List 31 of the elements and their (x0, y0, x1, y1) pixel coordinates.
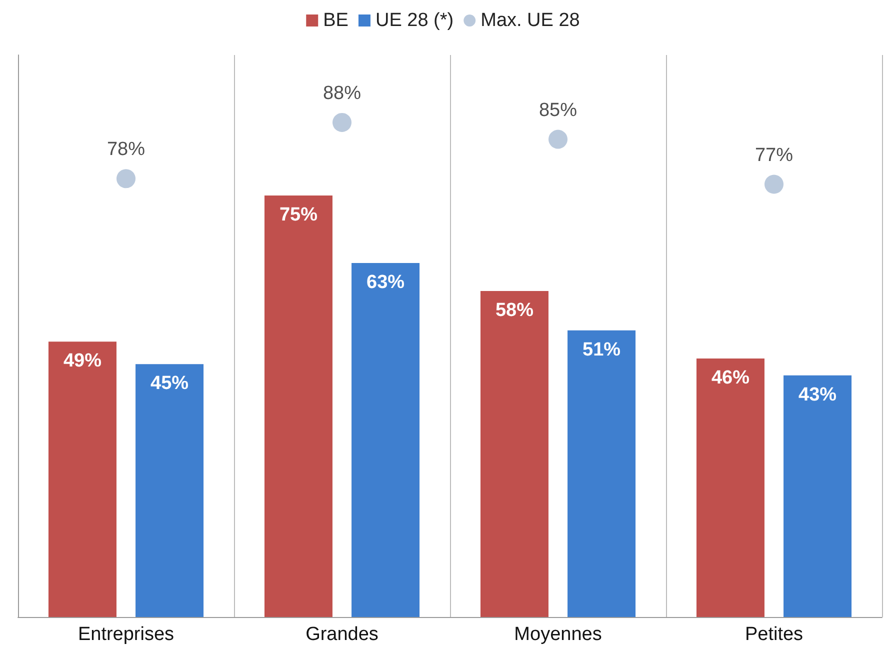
x-tick-label: Entreprises (78, 624, 174, 645)
bar (264, 196, 332, 617)
bar (696, 358, 764, 617)
data-label: 88% (322, 82, 362, 104)
data-label: 75% (279, 204, 318, 226)
legend-label: Max. UE 28 (480, 10, 580, 31)
data-label: 49% (63, 350, 102, 372)
bar (48, 342, 116, 617)
bar (136, 364, 204, 617)
data-label: 63% (366, 272, 405, 293)
data-label: 45% (150, 373, 189, 394)
data-label: 51% (582, 339, 621, 360)
data-label: 46% (711, 367, 750, 388)
data-label: 58% (495, 300, 534, 322)
bar (568, 330, 636, 617)
bar (352, 262, 420, 617)
data-label: 43% (798, 384, 837, 406)
x-tick-label: Moyennes (514, 624, 602, 645)
bar (784, 375, 852, 617)
bar (480, 291, 548, 617)
point (764, 174, 784, 194)
legend-label: BE (323, 10, 348, 31)
legend-label: UE 28 (*) (375, 10, 454, 31)
x-tick-label: Petites (744, 624, 804, 645)
point (332, 112, 352, 132)
point (548, 130, 568, 149)
data-label: 85% (538, 100, 578, 121)
point (116, 169, 136, 188)
x-tick-label: Grandes (306, 624, 378, 645)
data-label: 77% (754, 144, 794, 166)
data-label: 78% (106, 139, 146, 160)
